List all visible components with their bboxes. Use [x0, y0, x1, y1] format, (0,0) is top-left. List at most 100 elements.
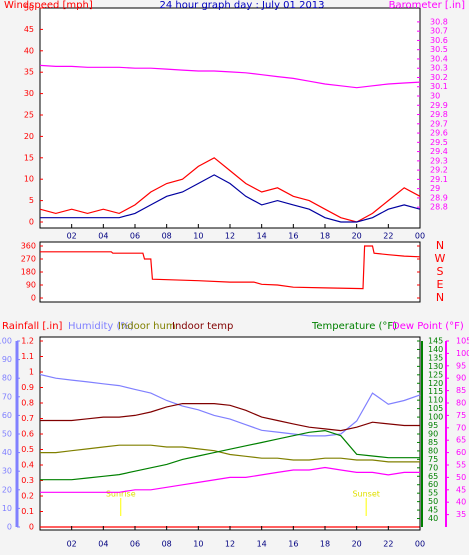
annotation: Sunset — [352, 490, 379, 499]
y-tick-label: 55 — [428, 489, 438, 498]
legend-label: Temperature (°F) — [311, 321, 397, 332]
y-tick-label: 0.3 — [21, 476, 34, 485]
y-tick-label: 29.2 — [430, 166, 448, 175]
y-tick-label: 29 — [430, 184, 440, 193]
y-tick-label: 80 — [2, 374, 12, 383]
y-tick-label: 40 — [24, 46, 34, 55]
y-tick-label: S — [437, 265, 444, 278]
x-tick-label: 02 — [67, 540, 77, 549]
chart-title: 24 hour graph day : July 01 2013 — [159, 0, 324, 11]
x-tick-label: 16 — [288, 232, 298, 241]
x-tick-label: 10 — [193, 540, 203, 549]
y-tick-label: 10 — [24, 175, 34, 184]
y-tick-label: 70 — [428, 463, 438, 472]
y-tick-label: 130 — [428, 362, 443, 371]
y-tick-label: 40 — [2, 448, 12, 457]
legend-label: Rainfall [.in] — [2, 321, 63, 332]
y-tick-label: 65 — [456, 436, 466, 445]
direction-panel — [39, 241, 421, 303]
y-tick-label: 45 — [428, 506, 438, 515]
y-tick-label: E — [437, 278, 444, 291]
y-tick-label: 55 — [456, 461, 466, 470]
x-tick-label: 00 — [415, 540, 425, 549]
y-tick-label: 30.7 — [430, 27, 448, 36]
y-tick-label: 40 — [456, 498, 466, 507]
y-tick-label: 28.8 — [430, 203, 448, 212]
y-tick-label: 100 — [0, 337, 12, 346]
x-tick-label: 10 — [193, 232, 203, 241]
series-line — [39, 373, 421, 437]
x-tick-label: 00 — [415, 232, 425, 241]
y-tick-label: 70 — [456, 423, 466, 432]
y-tick-label: 0 — [31, 294, 36, 303]
x-tick-label: 04 — [98, 232, 108, 241]
y-tick-label: 30.3 — [430, 64, 448, 73]
y-tick-label: 60 — [428, 480, 438, 489]
y-tick-label: 60 — [456, 448, 466, 457]
y-tick-label: 115 — [428, 387, 443, 396]
y-tick-label: 85 — [428, 438, 438, 447]
y-tick-label: 0.7 — [21, 414, 34, 423]
y-tick-label: 75 — [428, 455, 438, 464]
y-tick-label: 30.8 — [430, 17, 448, 26]
y-tick-label: 29.7 — [430, 119, 448, 128]
y-tick-label: 20 — [24, 132, 34, 141]
x-tick-label: 12 — [225, 232, 235, 241]
y-tick-label: 80 — [456, 399, 466, 408]
x-tick-label: 22 — [383, 540, 393, 549]
y-tick-label: 120 — [428, 379, 443, 388]
x-tick-label: 12 — [225, 540, 235, 549]
x-tick-label: 14 — [257, 540, 267, 549]
legend-label: Indoor hum — [118, 321, 176, 332]
x-tick-label: 02 — [67, 232, 77, 241]
y-tick-label: 0.1 — [21, 507, 34, 516]
y-tick-label: 125 — [428, 370, 443, 379]
y-tick-label: 0.8 — [21, 399, 34, 408]
y-tick-label: 95 — [456, 361, 466, 370]
y-tick-label: 95 — [428, 421, 438, 430]
x-tick-label: 06 — [130, 232, 140, 241]
y-tick-label: 135 — [428, 353, 443, 362]
y-tick-label: 1.2 — [21, 337, 34, 346]
y-tick-label: 40 — [428, 514, 438, 523]
y-tick-label: 90 — [26, 281, 36, 290]
y-tick-label: W — [435, 252, 446, 265]
y-tick-label: 29.5 — [430, 138, 448, 147]
y-tick-label: 80 — [428, 446, 438, 455]
y-tick-label: 30.4 — [430, 54, 448, 63]
y-tick-label: 360 — [21, 242, 36, 251]
y-tick-label: 90 — [428, 430, 438, 439]
y-tick-label: 100 — [456, 349, 469, 358]
y-tick-label: 45 — [24, 25, 34, 34]
y-tick-label: 0.4 — [21, 461, 34, 470]
y-tick-label: 270 — [21, 255, 36, 264]
y-tick-label: 5 — [29, 196, 34, 205]
y-tick-label: 29.3 — [430, 156, 448, 165]
y-tick-label: 10 — [2, 504, 12, 513]
legend-label: Humidity (%) — [68, 321, 134, 332]
x-tick-label: 08 — [162, 540, 172, 549]
y-tick-label: N — [436, 239, 444, 252]
annotation: Sunrise — [106, 490, 136, 499]
y-tick-label: 15 — [24, 153, 34, 162]
y-tick-label: 0 — [7, 523, 12, 532]
y-tick-label: 105 — [456, 337, 469, 346]
y-tick-label: 50 — [456, 473, 466, 482]
series-line — [40, 403, 420, 432]
legend-label: Indoor temp — [172, 321, 233, 332]
y-tick-label: 29.4 — [430, 147, 448, 156]
y-tick-label: 60 — [2, 411, 12, 420]
legend-label: Dew Point (°F) — [392, 321, 464, 332]
series-line — [40, 466, 420, 493]
y-tick-label: 50 — [428, 497, 438, 506]
y-tick-label: 0.6 — [21, 430, 34, 439]
y-tick-label: 0.5 — [21, 445, 34, 454]
x-tick-label: 04 — [98, 540, 108, 549]
y-tick-label: 0 — [29, 218, 34, 227]
climate-panel — [39, 336, 421, 531]
y-tick-label: 25 — [24, 111, 34, 120]
y-tick-label: 90 — [2, 355, 12, 364]
x-tick-label: 18 — [320, 232, 330, 241]
series-line — [40, 444, 420, 463]
